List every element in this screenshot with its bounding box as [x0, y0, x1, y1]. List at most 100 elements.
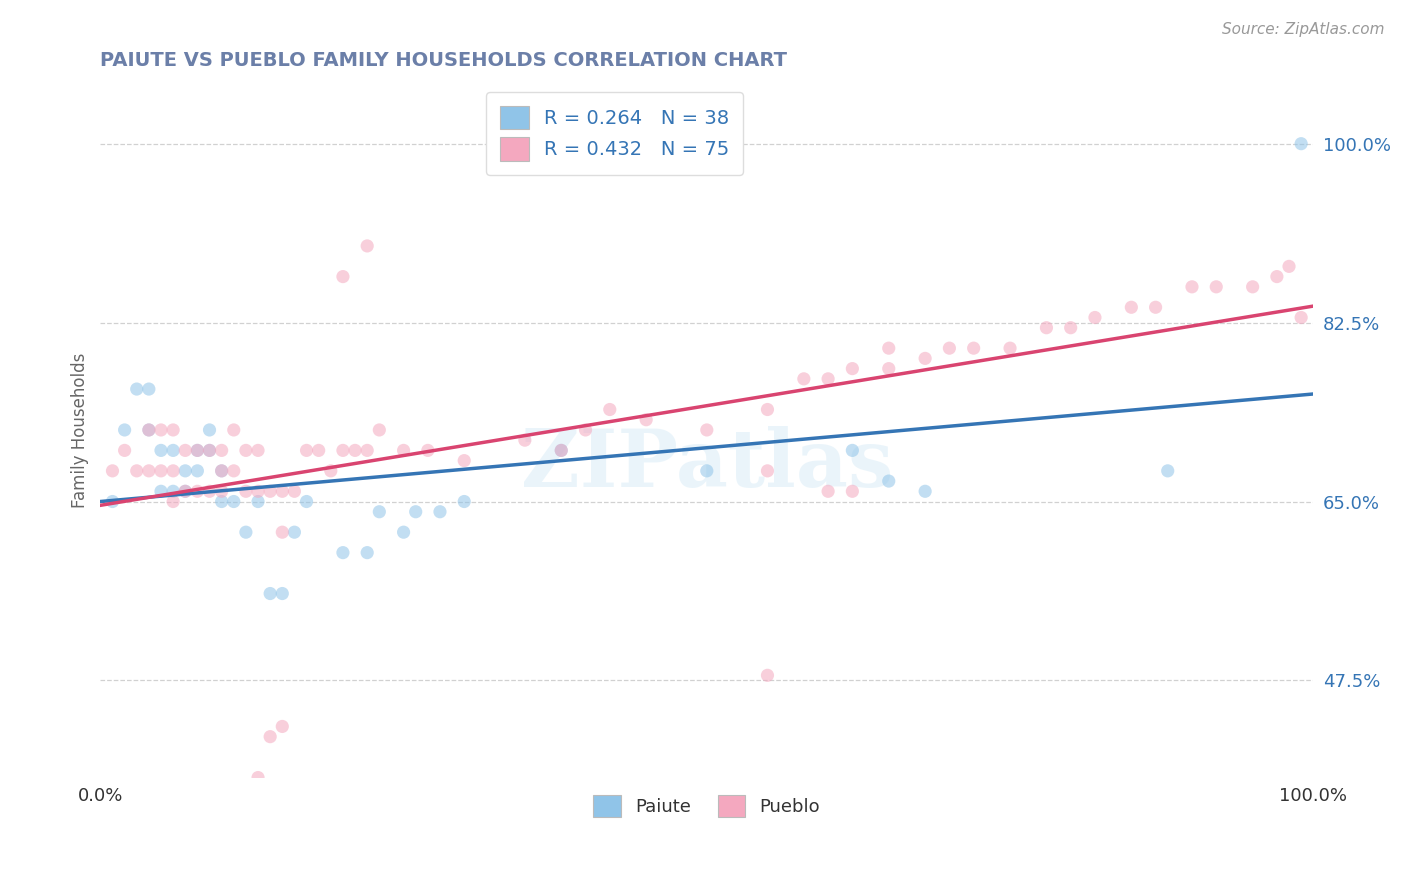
Point [138, 464, 160, 478]
Point [211, 464, 233, 478]
Point [1035, 320, 1057, 334]
Point [211, 443, 233, 458]
Point [636, 413, 658, 427]
Point [162, 494, 184, 508]
Y-axis label: Family Households: Family Households [72, 352, 89, 508]
Point [247, 484, 270, 499]
Point [574, 423, 596, 437]
Point [1289, 136, 1312, 151]
Point [453, 494, 475, 508]
Point [392, 525, 415, 540]
Point [877, 474, 900, 488]
Point [235, 484, 257, 499]
Point [356, 443, 378, 458]
Point [247, 443, 270, 458]
Point [696, 423, 718, 437]
Text: Source: ZipAtlas.com: Source: ZipAtlas.com [1222, 22, 1385, 37]
Point [222, 423, 245, 437]
Point [247, 494, 270, 508]
Point [332, 546, 354, 560]
Point [271, 484, 294, 499]
Point [186, 443, 208, 458]
Point [162, 464, 184, 478]
Point [877, 341, 900, 355]
Point [429, 505, 451, 519]
Point [138, 382, 160, 396]
Point [344, 443, 367, 458]
Point [356, 239, 378, 253]
Point [222, 464, 245, 478]
Point [368, 423, 391, 437]
Point [696, 464, 718, 478]
Point [259, 586, 281, 600]
Legend: Paiute, Pueblo: Paiute, Pueblo [586, 788, 827, 824]
Point [963, 341, 986, 355]
Point [1278, 260, 1301, 274]
Point [174, 443, 197, 458]
Point [247, 771, 270, 785]
Point [283, 484, 305, 499]
Point [550, 443, 572, 458]
Point [259, 484, 281, 499]
Point [150, 423, 173, 437]
Point [162, 484, 184, 499]
Point [368, 505, 391, 519]
Point [405, 505, 427, 519]
Point [198, 484, 221, 499]
Point [101, 464, 124, 478]
Point [1121, 300, 1143, 314]
Point [211, 484, 233, 499]
Point [138, 423, 160, 437]
Point [756, 668, 779, 682]
Point [1084, 310, 1107, 325]
Point [550, 443, 572, 458]
Point [817, 484, 839, 499]
Point [332, 269, 354, 284]
Point [756, 464, 779, 478]
Point [319, 464, 342, 478]
Point [138, 423, 160, 437]
Point [295, 494, 318, 508]
Point [198, 423, 221, 437]
Point [841, 443, 863, 458]
Point [271, 525, 294, 540]
Point [235, 443, 257, 458]
Point [198, 443, 221, 458]
Point [841, 484, 863, 499]
Point [222, 494, 245, 508]
Point [150, 484, 173, 499]
Point [817, 372, 839, 386]
Point [186, 464, 208, 478]
Point [841, 361, 863, 376]
Point [211, 464, 233, 478]
Point [114, 443, 136, 458]
Point [416, 443, 439, 458]
Point [150, 464, 173, 478]
Point [308, 443, 330, 458]
Point [914, 484, 936, 499]
Point [877, 361, 900, 376]
Point [1205, 280, 1227, 294]
Point [599, 402, 621, 417]
Point [938, 341, 960, 355]
Point [295, 443, 318, 458]
Point [1289, 310, 1312, 325]
Point [101, 494, 124, 508]
Point [1265, 269, 1288, 284]
Point [259, 730, 281, 744]
Point [271, 719, 294, 733]
Point [1060, 320, 1083, 334]
Point [271, 586, 294, 600]
Point [174, 484, 197, 499]
Point [283, 525, 305, 540]
Point [162, 443, 184, 458]
Point [1144, 300, 1167, 314]
Point [356, 546, 378, 560]
Point [125, 382, 148, 396]
Point [211, 494, 233, 508]
Point [756, 402, 779, 417]
Point [793, 372, 815, 386]
Point [125, 464, 148, 478]
Point [1157, 464, 1180, 478]
Point [453, 453, 475, 467]
